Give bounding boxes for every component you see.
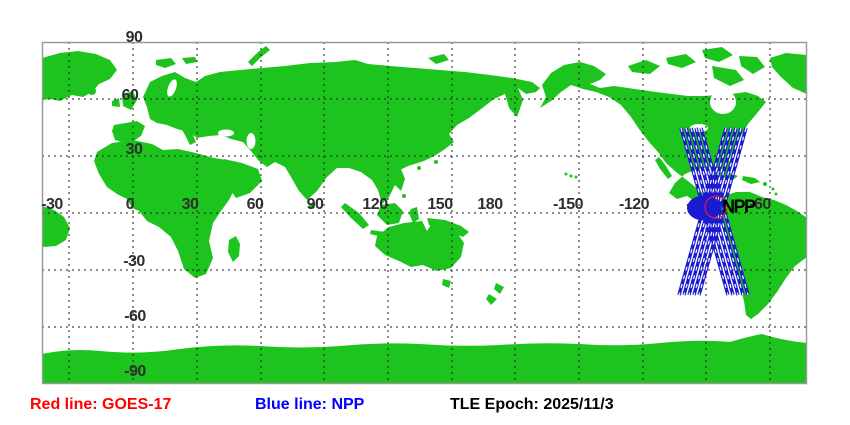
lon-label-180: 180 — [477, 196, 503, 213]
grid-layer — [43, 43, 806, 383]
hawaii-2 — [569, 174, 573, 178]
novaya-zemlya — [248, 46, 270, 66]
sri-lanka — [309, 203, 315, 209]
uk — [122, 91, 137, 110]
hispaniola — [742, 176, 760, 184]
svalbard — [156, 58, 176, 68]
mindanao — [402, 194, 406, 198]
south-america — [714, 192, 806, 319]
legend-blue-npp: Blue line: NPP — [255, 396, 365, 413]
iceland — [88, 87, 96, 95]
baja-california — [655, 157, 672, 179]
greenland-east — [770, 53, 806, 94]
lon-label--150: -150 — [552, 196, 584, 213]
brazil-wrapped — [43, 206, 70, 247]
water-layer — [167, 79, 736, 149]
lon-label--30: -30 — [41, 196, 63, 213]
legend-red-goes17: Red line: GOES-17 — [30, 396, 172, 413]
taiwan — [434, 160, 438, 164]
goes17-position-marker — [704, 195, 728, 219]
greenland — [43, 51, 117, 101]
map-border — [41, 41, 808, 385]
arctic-island-3 — [702, 47, 733, 62]
iberia — [112, 121, 145, 144]
new-zealand-north — [494, 283, 504, 294]
eurasia — [143, 60, 540, 204]
severnaya-zemlya — [428, 54, 449, 64]
lon-label-90: 90 — [306, 196, 324, 213]
lat-label-60: 60 — [121, 87, 139, 104]
baffin-island — [712, 66, 744, 86]
philippines — [393, 169, 405, 191]
hawaii-3 — [574, 175, 578, 179]
land-layer — [43, 46, 806, 383]
franz-josef — [182, 57, 197, 64]
arctic-island-2 — [666, 54, 696, 68]
hawaii-1 — [564, 172, 568, 176]
lat-label--30: -30 — [123, 253, 145, 270]
lon-label--60: -60 — [749, 196, 771, 213]
sulawesi — [409, 207, 419, 223]
tasmania — [442, 279, 451, 288]
lat-label-90: 90 — [125, 29, 143, 46]
lat-label--90: -90 — [124, 363, 146, 380]
caspian-sea — [246, 133, 256, 149]
borneo — [377, 203, 403, 225]
lon-label-120: 120 — [362, 196, 388, 213]
madagascar — [228, 236, 240, 262]
baltic-sea — [167, 79, 177, 97]
lon-label-150: 150 — [427, 196, 453, 213]
ireland — [112, 98, 120, 107]
lat-label--60: -60 — [124, 308, 146, 325]
italy — [182, 127, 196, 145]
arctic-island-1 — [628, 60, 660, 74]
sumatra — [341, 203, 369, 229]
arctic-island-4 — [739, 56, 765, 74]
antilles-1 — [771, 187, 775, 191]
black-sea — [218, 129, 234, 137]
antarctica — [43, 334, 806, 383]
lon-label-0: 0 — [125, 196, 135, 213]
lon-label--120: -120 — [618, 196, 650, 213]
lat-label-30: 30 — [125, 141, 143, 158]
hokkaido — [446, 110, 452, 116]
antilles-2 — [774, 192, 778, 196]
lon-label-30: 30 — [181, 196, 199, 213]
sakhalin — [446, 91, 452, 111]
tle-epoch-label: TLE Epoch: 2025/11/3 — [450, 396, 614, 413]
hainan — [417, 166, 421, 170]
new-zealand-south — [486, 294, 497, 305]
japan — [433, 119, 448, 144]
new-guinea — [427, 218, 469, 237]
great-lakes — [690, 124, 708, 132]
australia — [375, 221, 464, 271]
npp-marker-label: NPP — [722, 196, 756, 217]
puerto-rico — [763, 182, 767, 186]
africa — [94, 140, 236, 278]
lon-label-60: 60 — [246, 196, 264, 213]
hudson-bay — [710, 90, 736, 114]
